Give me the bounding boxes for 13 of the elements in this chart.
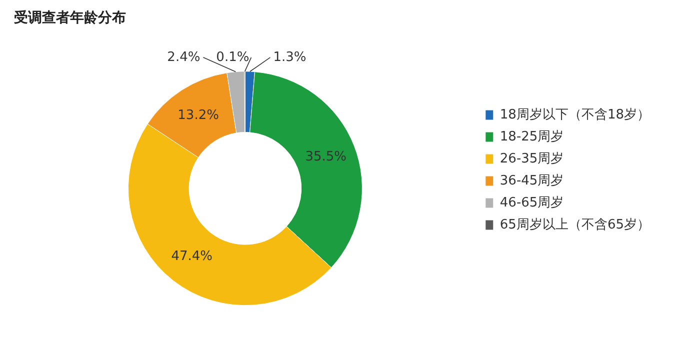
- data-label: 1.3%: [273, 50, 306, 65]
- legend-label: 65周岁以上（不含65岁）: [500, 217, 650, 232]
- legend-label: 36-45周岁: [500, 173, 564, 188]
- legend-label: 46-65周岁: [500, 195, 564, 210]
- data-label: 13.2%: [178, 108, 219, 123]
- data-label: 35.5%: [305, 149, 346, 164]
- legend-label: 18-25周岁: [500, 129, 564, 144]
- chart-title: 受调查者年龄分布: [13, 10, 126, 26]
- data-label: 47.4%: [171, 248, 213, 264]
- legend-label: 26-35周岁: [500, 151, 564, 166]
- legend-label: 18周岁以下（不含18岁）: [500, 107, 650, 122]
- data-label: 0.1%: [216, 50, 250, 65]
- data-label: 2.4%: [167, 50, 200, 65]
